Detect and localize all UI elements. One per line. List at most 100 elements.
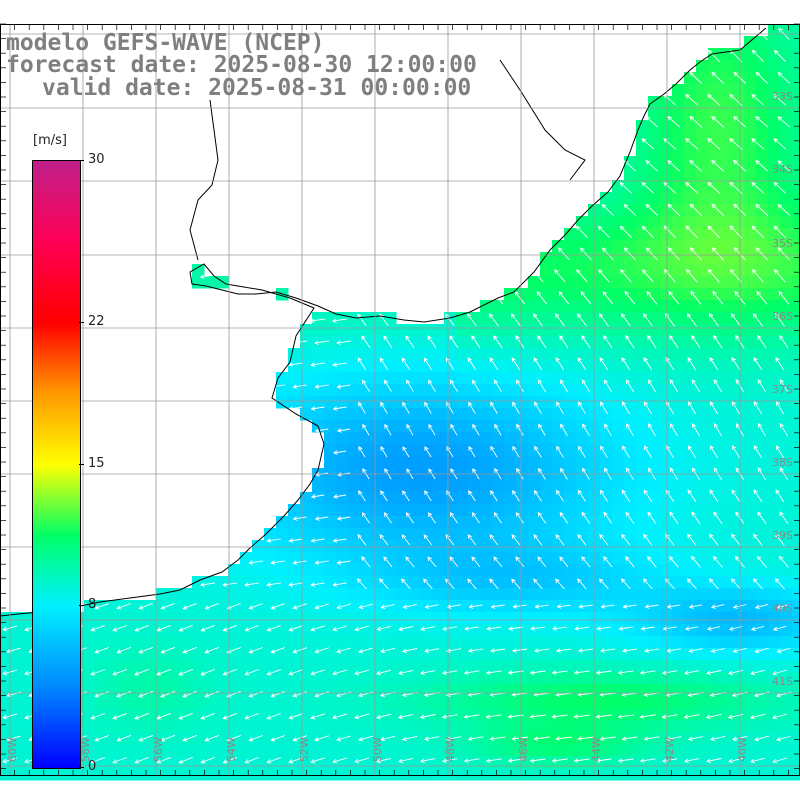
wind-cell [0, 744, 13, 757]
wind-cell [456, 552, 469, 565]
wind-cell [696, 636, 709, 649]
wind-arrow [779, 335, 789, 349]
wind-arrow [292, 603, 307, 610]
wind-cell [600, 588, 613, 601]
wind-cell [612, 420, 625, 433]
colorbar-tick [79, 605, 84, 606]
wind-cell [744, 516, 757, 529]
wind-cell [672, 684, 685, 697]
wind-cell [780, 216, 793, 229]
wind-cell [660, 372, 673, 385]
wind-arrow [424, 490, 432, 502]
wind-cell [636, 492, 649, 505]
wind-arrow [537, 556, 547, 568]
wind-cell [264, 648, 277, 661]
wind-cell [636, 516, 649, 529]
wind-cell [636, 624, 649, 637]
wind-cell [552, 408, 565, 421]
wind-arrow [490, 604, 505, 609]
wind-cell [324, 516, 337, 529]
wind-cell [744, 372, 757, 385]
wind-cell [108, 744, 121, 757]
wind-cell [276, 528, 289, 541]
wind-cell [672, 624, 685, 637]
wind-arrow [667, 203, 681, 216]
wind-cell [756, 756, 769, 769]
wind-cell [432, 636, 445, 649]
wind-cell [384, 408, 397, 421]
wind-cell [540, 552, 553, 565]
wind-arrow [490, 401, 498, 414]
wind-cell [780, 576, 793, 589]
wind-arrow [288, 625, 303, 632]
wind-cell [648, 564, 661, 577]
wind-arrow [494, 423, 502, 436]
wind-cell [384, 312, 397, 325]
wind-arrow [512, 604, 527, 609]
wind-cell [720, 672, 733, 685]
wind-arrow [400, 578, 411, 590]
wind-cell [324, 696, 337, 709]
wind-cell [360, 360, 373, 373]
wind-cell [432, 552, 445, 565]
wind-cell [420, 492, 433, 505]
wind-cell [672, 588, 685, 601]
wind-arrow [489, 534, 499, 546]
wind-cell [624, 636, 637, 649]
wind-cell [684, 240, 697, 253]
wind-cell [348, 480, 361, 493]
wind-arrow [427, 335, 437, 349]
wind-cell [360, 456, 373, 469]
wind-cell [720, 216, 733, 229]
wind-cell [780, 612, 793, 625]
wind-arrow [731, 357, 741, 371]
wind-cell [144, 732, 157, 745]
wind-cell [432, 696, 445, 709]
wind-cell [420, 588, 433, 601]
wind-cell [144, 768, 157, 781]
wind-cell [432, 348, 445, 361]
wind-arrow [336, 647, 352, 654]
wind-cell [684, 516, 697, 529]
wind-arrow [753, 533, 763, 546]
wind-cell [708, 768, 721, 781]
wind-cell [12, 636, 25, 649]
wind-arrow [533, 578, 543, 590]
wind-cell [324, 504, 337, 517]
wind-cell [456, 744, 469, 757]
wind-cell [696, 192, 709, 205]
wind-cell [672, 396, 685, 409]
wind-cell [672, 444, 685, 457]
wind-cell [324, 600, 337, 613]
wind-arrow [427, 512, 436, 524]
wind-cell [732, 360, 745, 373]
wind-arrow [533, 648, 550, 653]
wind-cell [516, 348, 529, 361]
wind-cell [360, 528, 373, 541]
wind-cell [0, 660, 13, 673]
wind-cell [336, 588, 349, 601]
wind-cell [792, 288, 800, 301]
wind-cell [456, 336, 469, 349]
longitude-label: 58W [79, 737, 92, 762]
wind-cell [756, 276, 769, 289]
wind-arrow [708, 312, 719, 327]
wind-arrow [406, 379, 414, 392]
wind-cell [684, 456, 697, 469]
wind-cell [396, 516, 409, 529]
wind-arrow [779, 511, 789, 525]
wind-cell [732, 696, 745, 709]
wind-cell [660, 480, 673, 493]
wind-cell [456, 384, 469, 397]
wind-cell [792, 444, 800, 457]
wind-cell [564, 372, 577, 385]
wind-cell [600, 384, 613, 397]
wind-cell [672, 744, 685, 757]
wind-cell [768, 600, 781, 613]
wind-cell [252, 732, 265, 745]
wind-arrow [405, 335, 415, 349]
wind-cell [384, 348, 397, 361]
wind-cell [504, 432, 517, 445]
wind-cell [540, 504, 553, 517]
